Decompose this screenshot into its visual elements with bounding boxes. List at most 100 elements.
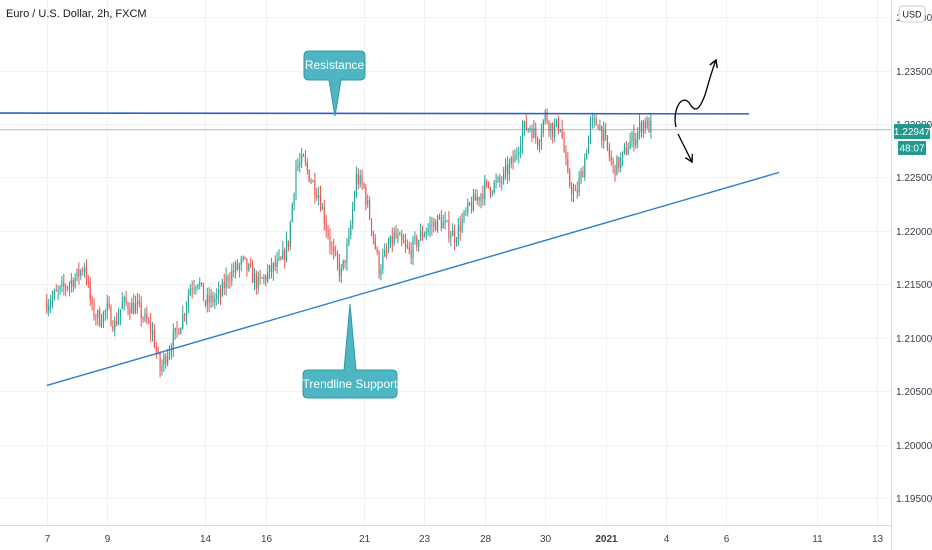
candlestick — [165, 353, 167, 369]
currency-button[interactable]: USD — [898, 5, 926, 23]
candle-body — [382, 256, 384, 270]
candle-body — [572, 190, 575, 195]
candlestick — [297, 158, 299, 172]
candlestick — [348, 227, 350, 247]
candle-body — [633, 133, 635, 146]
candlestick — [85, 259, 88, 286]
resistance-callout[interactable]: Resistance — [303, 50, 366, 117]
candlestick — [572, 183, 575, 203]
candle-body — [327, 229, 329, 237]
candlestick — [104, 309, 106, 321]
candlestick — [50, 295, 52, 314]
resistance-line[interactable] — [0, 112, 750, 115]
candlestick — [389, 235, 391, 248]
candlestick — [363, 182, 365, 189]
candlestick — [523, 120, 525, 136]
candle-body — [384, 250, 386, 257]
candlestick — [403, 233, 405, 244]
candlestick — [435, 218, 437, 231]
candlestick — [637, 127, 639, 149]
candle-body — [491, 192, 493, 194]
candlestick — [504, 158, 507, 180]
candle-body — [648, 119, 650, 133]
candlestick — [231, 263, 233, 287]
candle-body — [527, 128, 529, 131]
candlestick — [112, 320, 114, 333]
candle-body — [225, 276, 227, 289]
candle-body — [425, 231, 427, 235]
candle-body — [302, 154, 305, 157]
candlestick — [261, 276, 263, 280]
candle-body — [293, 193, 295, 205]
candle-body — [501, 181, 503, 183]
candlestick — [276, 251, 278, 275]
candle-body — [204, 300, 206, 306]
candle-body — [433, 221, 435, 227]
candle-body — [582, 171, 584, 178]
candle-body — [346, 244, 348, 263]
candlestick — [548, 120, 550, 137]
candlestick — [353, 190, 356, 212]
candlestick — [210, 288, 212, 309]
candlestick — [150, 313, 152, 343]
bullish-projection-arrow[interactable] — [674, 58, 718, 128]
candlestick — [408, 241, 410, 255]
candlestick — [289, 220, 291, 250]
candle-body — [412, 238, 414, 258]
candlestick — [574, 184, 576, 192]
candle-body — [584, 157, 586, 178]
candle-body — [80, 270, 82, 276]
candlestick — [293, 192, 295, 211]
time-axis-tick-label: 4 — [664, 534, 670, 545]
candlestick — [416, 234, 418, 252]
candlestick — [616, 155, 618, 176]
candle-body — [99, 310, 101, 326]
candle-body — [406, 244, 408, 248]
candlestick — [497, 175, 499, 184]
candlestick — [470, 196, 473, 214]
candlestick — [623, 142, 626, 155]
candle-body — [70, 280, 72, 285]
candle-body — [546, 112, 548, 123]
candlestick — [185, 301, 188, 325]
candlestick — [452, 223, 454, 237]
candle-body — [555, 119, 558, 125]
currency-button-box — [898, 5, 926, 23]
candle-body — [557, 119, 559, 132]
candle-body — [644, 121, 646, 128]
candle-body — [612, 160, 614, 166]
candle-body — [134, 304, 137, 314]
support-callout[interactable]: Trendline Support — [302, 303, 399, 399]
time-axis[interactable]: 7 9 14 16 21 23 28 30 2021 4 6 11 13 — [45, 534, 884, 545]
candle-body — [523, 121, 525, 129]
candlestick — [153, 324, 156, 349]
candlestick — [65, 283, 67, 297]
candle-body — [267, 272, 269, 281]
candlestick — [644, 117, 646, 134]
candlestick — [571, 181, 573, 202]
candle-body — [280, 257, 282, 260]
candle-body — [287, 240, 290, 247]
candle-body — [68, 284, 71, 288]
candle-body — [221, 282, 223, 297]
candle-body — [638, 122, 641, 132]
time-axis-tick-label: 2021 — [595, 534, 618, 545]
candle-body — [499, 177, 501, 183]
candle-body — [503, 170, 505, 182]
resistance-label: Resistance — [305, 58, 365, 72]
candle-body — [229, 280, 231, 282]
candlestick — [589, 116, 592, 145]
candle-body — [174, 327, 176, 333]
trendline-support-line[interactable] — [46, 171, 780, 387]
time-axis-tick-label: 23 — [419, 534, 431, 545]
candle-body — [333, 246, 335, 253]
candle-body — [261, 277, 263, 279]
bearish-projection-arrow[interactable] — [677, 133, 694, 164]
candle-body — [380, 269, 382, 275]
candlestick — [629, 132, 631, 150]
candlestick — [168, 345, 171, 360]
candle-body — [157, 351, 159, 353]
price-axis-tick-label: 1.21500 — [896, 280, 932, 291]
candlestick — [167, 348, 169, 367]
